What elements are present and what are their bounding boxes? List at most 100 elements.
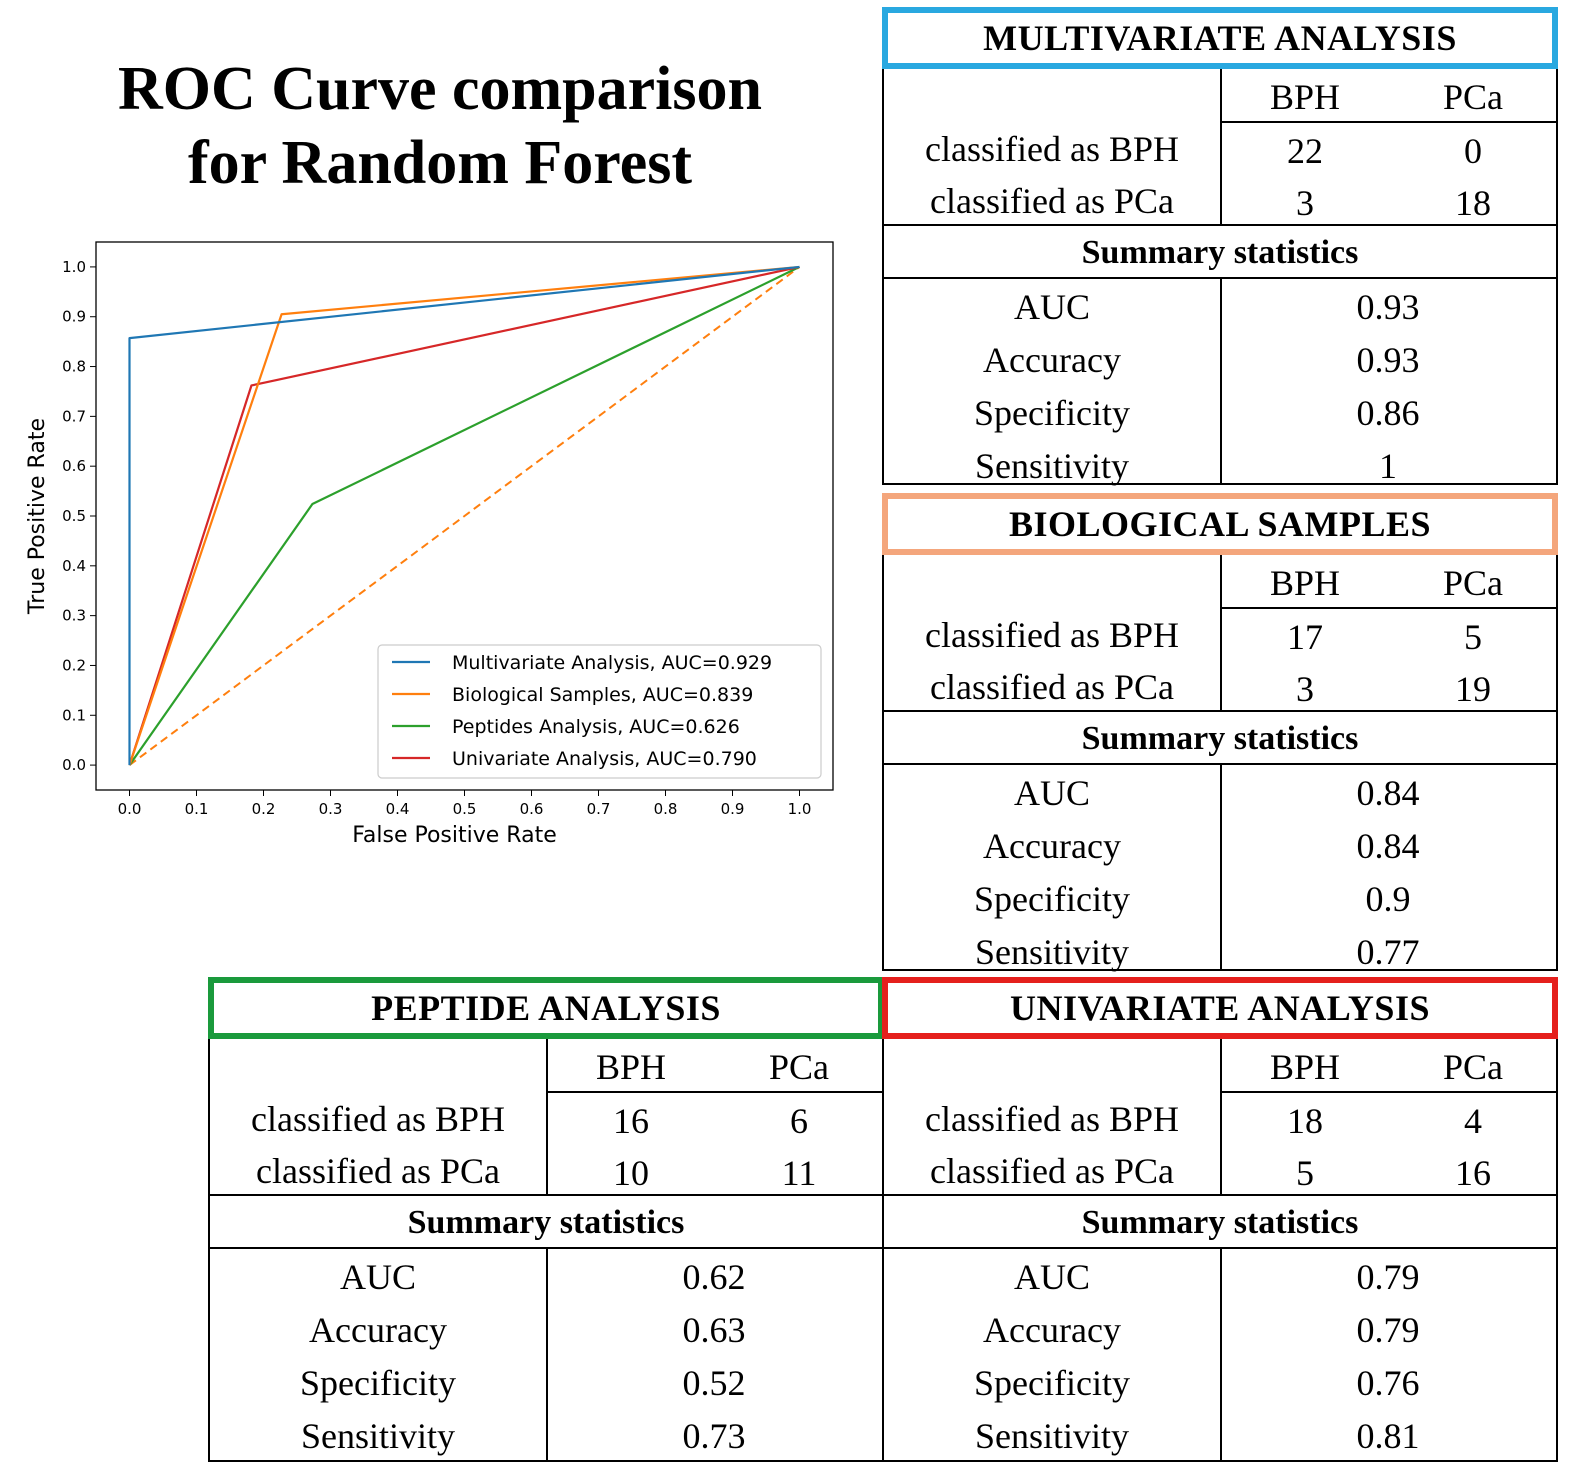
y-tick-label: 0.0 (62, 756, 86, 774)
peptide-auc-value: 0.62 (682, 1257, 746, 1297)
y-tick-label: 0.6 (62, 457, 86, 475)
multivariate-row-pca-label: classified as PCa (930, 181, 1174, 221)
peptide-specificity-label: Specificity (300, 1363, 456, 1403)
univariate-sensitivity-label: Sensitivity (974, 1416, 1130, 1456)
multivariate-row-bph-label: classified as BPH (925, 129, 1179, 169)
biological-col-pca: PCa (1442, 563, 1503, 603)
x-tick-label: 0.0 (118, 800, 142, 818)
peptide-summary-rule (210, 1247, 882, 1249)
biological-specificity-label: Specificity (974, 879, 1130, 919)
univariate-auc-label: AUC (1013, 1257, 1090, 1297)
peptide-sensitivity-value: 0.73 (682, 1416, 746, 1456)
x-tick-label: 1.0 (788, 800, 812, 818)
univariate-row-pca-label: classified as PCa (930, 1151, 1174, 1191)
peptide-row-bph-label: classified as BPH (251, 1099, 505, 1139)
legend-label: Univariate Analysis, AUC=0.790 (452, 748, 757, 770)
multivariate-accuracy-label: Accuracy (983, 340, 1121, 380)
biological-cell-bph-pca: 5 (1464, 617, 1482, 657)
peptide-cell-pca-bph: 10 (613, 1153, 649, 1193)
univariate-auc-value: 0.79 (1356, 1257, 1420, 1297)
y-tick-label: 0.9 (62, 308, 86, 326)
x-tick-label: 0.5 (453, 800, 477, 818)
x-tick-label: 0.7 (587, 800, 611, 818)
univariate-cell-pca-pca: 16 (1455, 1153, 1491, 1193)
peptide-cell-bph-pca: 6 (790, 1101, 808, 1141)
univariate-column-divider (1220, 1039, 1222, 1194)
multivariate-cell-pca-bph: 3 (1296, 183, 1314, 223)
multivariate-cell-pca-pca: 18 (1455, 183, 1491, 223)
multivariate-cell-bph-pca: 0 (1464, 131, 1482, 171)
univariate-specificity-value: 0.76 (1356, 1363, 1420, 1403)
peptide-table: BPH PCa classified as BPH classified as PCa… (208, 1039, 884, 1462)
multivariate-col-pca: PCa (1442, 77, 1503, 117)
x-tick-label: 0.1 (185, 800, 209, 818)
peptide-sensitivity-label: Sensitivity (300, 1416, 456, 1456)
reference-diagonal-line (128, 266, 801, 766)
peptide-specificity-value: 0.52 (682, 1363, 746, 1403)
multivariate-specificity-label: Specificity (974, 393, 1130, 433)
biological-header-rule (1220, 607, 1556, 609)
roc-series-line-1 (128, 265, 800, 766)
univariate-row-bph-label: classified as BPH (925, 1099, 1179, 1139)
multivariate-auc-value: 0.93 (1356, 287, 1420, 327)
figure-title: ROC Curve comparison for Random Forest (30, 52, 850, 200)
peptide-cell-pca-pca: 11 (781, 1153, 817, 1193)
panel-univariate: UNIVARIATE ANALYSIS BPH PCa classified as B… (882, 977, 1558, 1462)
legend-label: Multivariate Analysis, AUC=0.929 (452, 652, 772, 674)
y-tick-label: 0.3 (62, 607, 86, 625)
biological-column-divider (1220, 555, 1222, 710)
y-tick-label: 0.8 (62, 358, 86, 376)
biological-cell-bph-bph: 17 (1287, 617, 1323, 657)
peptide-accuracy-label: Accuracy (309, 1310, 447, 1350)
peptide-cell-bph-bph: 16 (613, 1101, 649, 1141)
panel-multivariate: MULTIVARIATE ANALYSIS BPH PCa classified as… (882, 7, 1558, 486)
x-tick-label: 0.3 (319, 800, 343, 818)
biological-summary-rule (884, 763, 1556, 765)
roc-series-line-0 (128, 265, 800, 766)
peptide-header-rule (546, 1091, 882, 1093)
univariate-specificity-label: Specificity (974, 1363, 1130, 1403)
biological-cell-pca-pca: 19 (1455, 669, 1491, 709)
multivariate-sensitivity-label: Sensitivity (974, 446, 1130, 486)
biological-stats-divider (1220, 765, 1222, 971)
roc-ticks: 0.0 0.0 0.1 0.1 0.2 0.2 0.3 0.3 0.4 0.4 0.5 0.5 0.6 0… (62, 258, 811, 818)
peptide-auc-label: AUC (339, 1257, 416, 1297)
multivariate-summary-header: Summary statistics (1081, 234, 1359, 271)
y-tick-label: 0.2 (62, 656, 86, 674)
univariate-accuracy-label: Accuracy (983, 1310, 1121, 1350)
x-tick-label: 0.2 (252, 800, 276, 818)
multivariate-cell-bph-bph: 22 (1287, 131, 1323, 171)
univariate-accuracy-value: 0.79 (1356, 1310, 1420, 1350)
multivariate-stats-divider (1220, 279, 1222, 485)
biological-table: BPH PCa classified as BPH classified as PCa… (882, 555, 1558, 972)
panel-biological: BIOLOGICAL SAMPLES BPH PCa classified as BP… (882, 493, 1558, 972)
roc-series-line-2 (128, 265, 800, 766)
univariate-stats-divider (1220, 1249, 1222, 1462)
univariate-cell-pca-bph: 5 (1296, 1153, 1314, 1193)
peptide-stats-divider (546, 1249, 548, 1462)
biological-sensitivity-value: 0.77 (1356, 932, 1420, 972)
univariate-summary-header: Summary statistics (1081, 1204, 1359, 1241)
x-tick-label: 0.4 (386, 800, 410, 818)
y-tick-label: 0.4 (62, 557, 86, 575)
univariate-panel-title: UNIVARIATE ANALYSIS (882, 977, 1558, 1039)
univariate-col-bph: BPH (1269, 1047, 1341, 1087)
y-axis-label: True Positive Rate (25, 418, 50, 615)
biological-summary-header: Summary statistics (1081, 720, 1359, 757)
multivariate-specificity-value: 0.86 (1356, 393, 1420, 433)
biological-cell-pca-bph: 3 (1296, 669, 1314, 709)
legend-box (377, 644, 822, 779)
y-tick-label: 0.5 (62, 507, 86, 525)
multivariate-column-divider (1220, 69, 1222, 224)
multivariate-panel-title: MULTIVARIATE ANALYSIS (882, 7, 1558, 69)
peptide-row-pca-label: classified as PCa (256, 1151, 500, 1191)
biological-row-pca-label: classified as PCa (930, 667, 1174, 707)
biological-accuracy-label: Accuracy (983, 826, 1121, 866)
y-tick-label: 0.7 (62, 407, 86, 425)
multivariate-table: BPH PCa classified as BPH classified as PCa… (882, 69, 1558, 486)
y-tick-label: 1.0 (62, 258, 86, 276)
univariate-cell-bph-pca: 4 (1464, 1101, 1482, 1141)
roc-legend: Multivariate Analysis, AUC=0.929 Biologic… (377, 644, 822, 779)
peptide-column-divider (546, 1039, 548, 1194)
univariate-sensitivity-value: 0.81 (1356, 1416, 1420, 1456)
